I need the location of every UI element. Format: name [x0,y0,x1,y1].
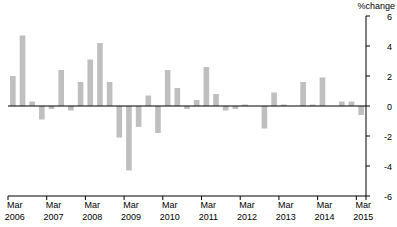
x-tick-label-line: 2008 [82,212,102,222]
x-tick-label-line: 2012 [237,212,257,222]
x-axis [8,196,366,197]
bar [300,82,306,106]
x-tick-label-line: Mar [123,200,139,210]
x-tick-label: Mar 2010 [160,200,180,222]
bar [223,106,229,111]
bar [39,106,45,120]
chart: -6-4-20246%changeMar2006Mar2007Mar2008Ma… [0,0,397,227]
y-tick-label: -6 [384,192,392,202]
bar [155,106,161,133]
bar [116,106,122,138]
x-tick-label-line: Mar [7,200,23,210]
x-tick-label-line: Mar [162,200,178,210]
x-tick-label: Mar 2015 [353,200,373,222]
x-tick-label-line: Mar [355,200,371,210]
bar [87,60,93,107]
x-tick-label-line: Mar [239,200,255,210]
bar [29,102,35,107]
x-tick-label: Mar 2014 [314,200,334,222]
y-tick [366,76,370,77]
x-tick-label: Mar 2012 [237,200,257,222]
x-tick-label-line: 2011 [199,212,218,222]
x-tick-label-line: Mar [317,200,333,210]
bar [97,43,103,106]
y-axis-label: %change [357,1,395,11]
y-tick-label: 2 [387,72,392,82]
x-tick [366,196,367,200]
bar [58,70,64,106]
bar [271,93,277,107]
bar [349,102,355,107]
x-tick-label: Mar 2008 [82,200,102,222]
y-tick-label: 4 [387,42,392,52]
bar [136,106,142,127]
bar [107,82,113,106]
x-tick-label-line: 2014 [314,212,334,222]
x-tick-label: Mar 2013 [276,200,296,222]
x-tick-label: Mar 2011 [199,200,218,222]
bar [10,76,16,106]
x-tick-label-line: Mar [46,200,62,210]
y-tick-label: 6 [387,12,392,22]
y-tick [366,196,370,197]
y-tick-label: -2 [384,132,392,142]
bar [358,106,364,115]
x-tick-label-line: Mar [201,200,217,210]
x-tick-label: Mar 2007 [44,200,64,222]
bar [204,67,210,106]
x-tick-label-line: 2015 [353,212,373,222]
x-tick-label: Mar 2006 [5,200,25,222]
x-tick-label-line: Mar [278,200,294,210]
bar [213,94,219,106]
bar [145,96,151,107]
bar [194,100,200,106]
bar [320,78,326,107]
y-tick-label: -4 [384,162,392,172]
zero-line [8,106,366,107]
x-tick-label-line: 2007 [44,212,64,222]
y-tick [366,166,370,167]
bar [78,82,84,106]
y-tick [366,46,370,47]
x-tick-label-line: 2009 [121,212,141,222]
bar [126,106,132,171]
x-tick-label-line: 2010 [160,212,180,222]
x-tick-label-line: 2006 [5,212,25,222]
x-tick-label-line: 2013 [276,212,296,222]
bar [165,70,171,106]
x-tick-label-line: Mar [84,200,100,210]
y-tick-label: 0 [387,102,392,112]
x-tick-label: Mar 2009 [121,200,141,222]
y-tick [366,106,370,107]
bar [339,102,345,107]
y-tick [366,16,370,17]
bar [68,106,74,111]
y-tick [366,136,370,137]
bar [175,88,181,106]
bar [262,106,268,129]
bar [20,36,26,107]
bars [10,36,364,171]
